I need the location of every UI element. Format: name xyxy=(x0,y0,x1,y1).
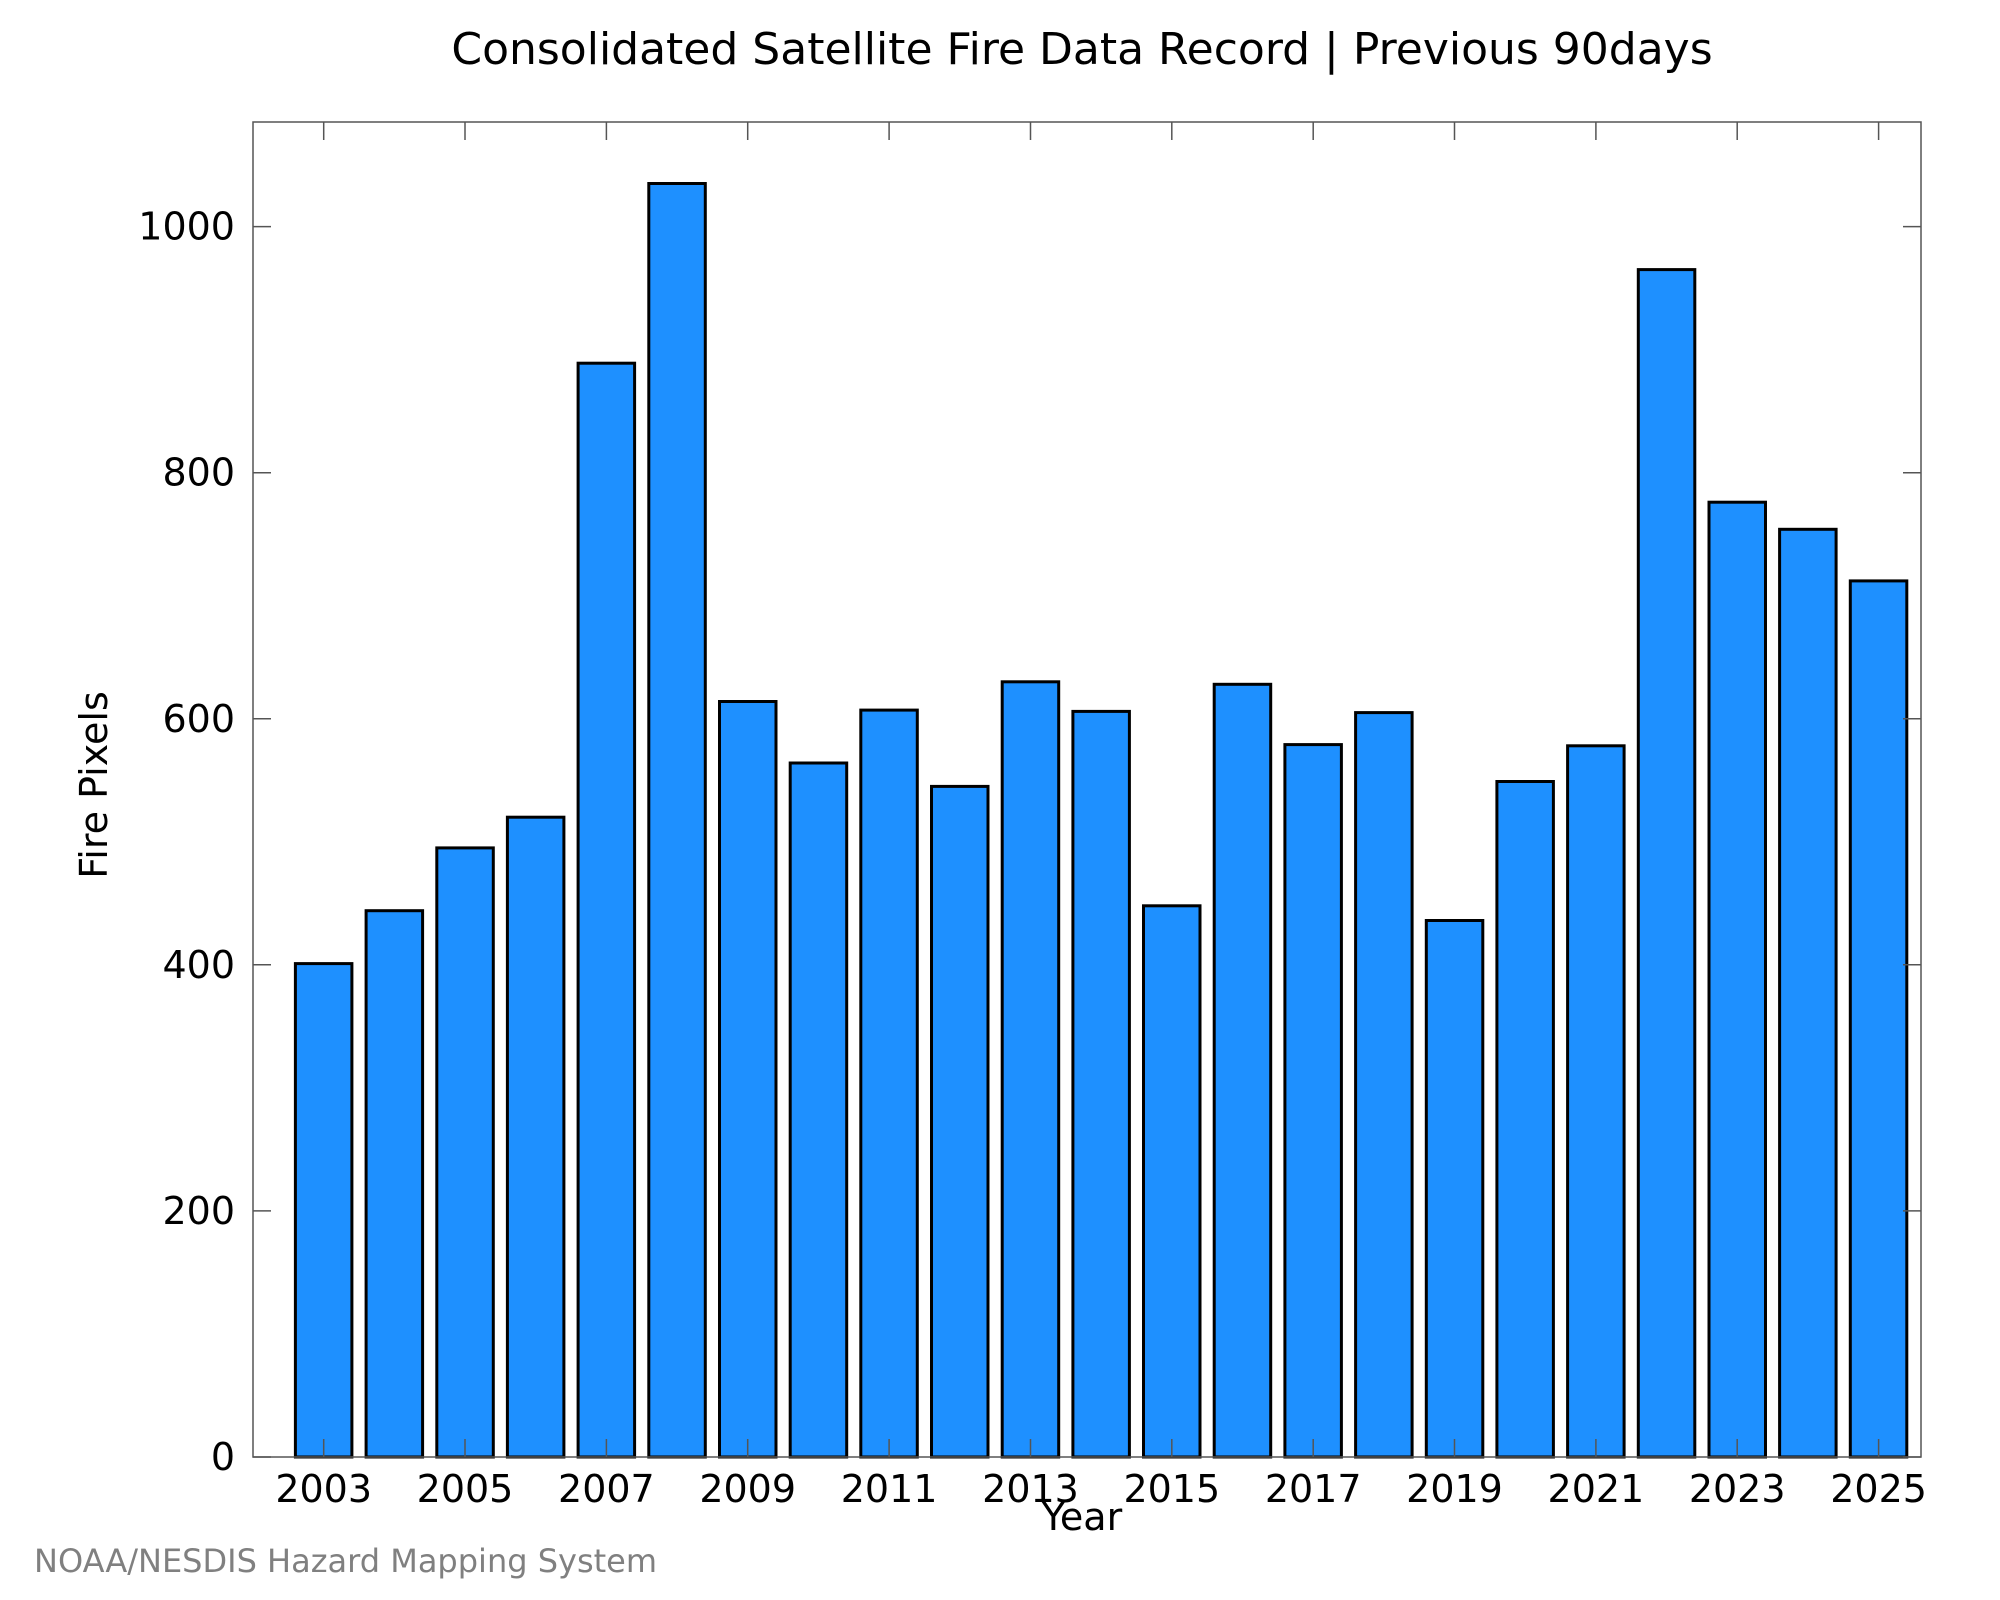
bar-2016 xyxy=(1212,682,1273,1459)
y-tick-label-600: 600 xyxy=(162,697,235,741)
bar-2005 xyxy=(435,846,495,1459)
bar-2014 xyxy=(1071,709,1131,1459)
y-tick-label-800: 800 xyxy=(162,451,235,495)
x-tick-label-2015: 2015 xyxy=(1123,1467,1220,1511)
credit-text: NOAA/NESDIS Hazard Mapping System xyxy=(34,1542,657,1580)
bar-2015 xyxy=(1142,904,1202,1459)
x-axis-label: Year xyxy=(1041,1495,1123,1539)
plot-frame xyxy=(252,121,1922,1458)
x-tick-label-2021: 2021 xyxy=(1548,1467,1645,1511)
x-tick-label-2023: 2023 xyxy=(1689,1467,1786,1511)
bar-2003 xyxy=(293,962,354,1459)
y-tick-label-1000: 1000 xyxy=(138,205,235,249)
bar-2017 xyxy=(1283,743,1343,1459)
bar-2010 xyxy=(788,761,849,1459)
x-tick-label-2011: 2011 xyxy=(841,1467,938,1511)
bar-2023 xyxy=(1707,500,1767,1459)
x-tick-label-2009: 2009 xyxy=(699,1467,796,1511)
x-tick-label-2013: 2013 xyxy=(982,1467,1079,1511)
bar-2024 xyxy=(1778,527,1838,1459)
y-tick-label-200: 200 xyxy=(162,1189,235,1233)
bar-2013 xyxy=(1000,680,1061,1459)
bar-2025 xyxy=(1848,579,1909,1459)
x-tick-label-2017: 2017 xyxy=(1265,1467,1362,1511)
bar-2004 xyxy=(364,909,425,1459)
bar-2009 xyxy=(718,700,778,1459)
y-axis-label: Fire Pixels xyxy=(72,691,116,879)
bar-2020 xyxy=(1495,780,1555,1459)
bar-2018 xyxy=(1354,711,1414,1459)
y-tick-label-400: 400 xyxy=(162,943,235,987)
bar-2021 xyxy=(1566,744,1626,1459)
x-tick-label-2025: 2025 xyxy=(1830,1467,1927,1511)
x-tick-label-2019: 2019 xyxy=(1406,1467,1503,1511)
bar-2019 xyxy=(1424,919,1485,1459)
ticks-group: 0 200 400 600 800 1000 2003 2005 2007 2009 2011 201… xyxy=(138,122,1927,1511)
bar-2011 xyxy=(859,708,919,1459)
bar-2012 xyxy=(930,784,990,1459)
bar-2007 xyxy=(576,361,637,1459)
bar-2008 xyxy=(647,182,707,1459)
y-tick-label-0: 0 xyxy=(211,1435,235,1479)
x-tick-label-2007: 2007 xyxy=(558,1467,655,1511)
bar-2022 xyxy=(1636,268,1697,1459)
x-tick-label-2003: 2003 xyxy=(275,1467,372,1511)
bar-2006 xyxy=(505,815,566,1459)
chart-title: Consolidated Satellite Fire Data Record … xyxy=(451,24,1712,75)
x-tick-label-2005: 2005 xyxy=(417,1467,514,1511)
bars-group xyxy=(293,182,1909,1459)
